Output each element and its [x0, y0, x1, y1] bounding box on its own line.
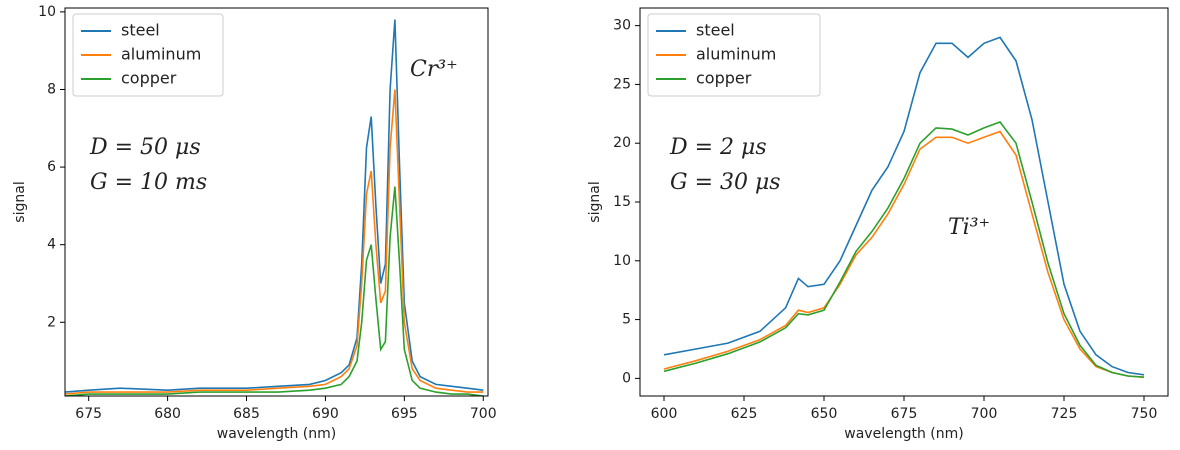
x-tick-label: 675: [75, 406, 102, 422]
legend-box: [647, 13, 821, 97]
x-tick-label: 675: [891, 406, 918, 422]
x-tick-label: 725: [1051, 406, 1078, 422]
x-tick-label: 685: [233, 406, 260, 422]
y-tick-label: 2: [47, 314, 56, 330]
x-tick-label: 700: [971, 406, 998, 422]
x-tick-label: 700: [470, 406, 497, 422]
legend-label: copper: [696, 69, 752, 88]
legend-label: steel: [121, 21, 160, 40]
y-axis-label: signal: [12, 181, 28, 222]
x-axis-label: wavelength (nm): [217, 426, 336, 442]
y-tick-label: 10: [38, 4, 56, 20]
y-tick-label: 8: [47, 81, 56, 97]
x-tick-label: 650: [811, 406, 838, 422]
annotation: Ti³⁺: [948, 215, 990, 240]
x-axis-label: wavelength (nm): [844, 426, 963, 442]
legend-label: aluminum: [121, 45, 201, 64]
y-tick-label: 0: [622, 370, 631, 386]
series-line: [663, 130, 1145, 378]
annotation: D = 50 μs: [89, 135, 201, 160]
plot-frame: [639, 7, 1169, 397]
x-tick-label: 690: [312, 406, 339, 422]
y-tick-label: 25: [613, 76, 631, 92]
y-tick-label: 6: [47, 159, 56, 175]
y-tick-label: 5: [622, 312, 631, 328]
annotation: Cr³⁺: [410, 57, 458, 82]
y-tick-label: 15: [613, 194, 631, 210]
y-tick-label: 4: [47, 237, 56, 253]
x-tick-label: 600: [651, 406, 678, 422]
legend-box: [72, 13, 224, 97]
series-line: [65, 19, 484, 393]
plot-frame: [64, 7, 489, 397]
annotation: G = 30 μs: [670, 170, 781, 195]
series-line: [663, 121, 1145, 378]
annotation: G = 10 ms: [90, 170, 207, 195]
series-line: [663, 36, 1145, 376]
y-tick-label: 20: [613, 135, 631, 151]
series-line: [65, 186, 484, 396]
x-tick-label: 695: [391, 406, 418, 422]
legend-label: copper: [121, 69, 177, 88]
x-tick-label: 750: [1131, 406, 1158, 422]
y-tick-label: 30: [613, 18, 631, 34]
legend-label: aluminum: [696, 45, 776, 64]
legend-label: steel: [696, 21, 735, 40]
series-line: [65, 89, 484, 395]
annotation: D = 2 μs: [669, 135, 767, 160]
y-tick-label: 10: [613, 253, 631, 269]
y-axis-label: signal: [587, 181, 603, 222]
x-tick-label: 680: [154, 406, 181, 422]
x-tick-label: 625: [731, 406, 758, 422]
